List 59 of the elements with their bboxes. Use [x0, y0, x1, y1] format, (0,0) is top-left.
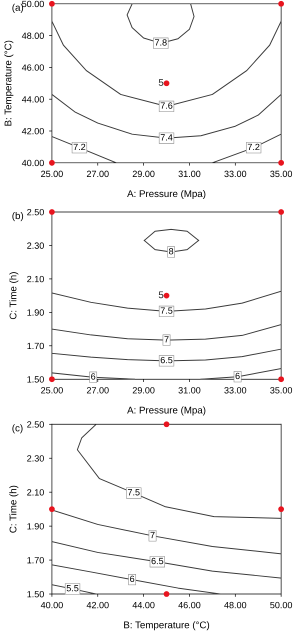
x-tick-label: 35.00: [270, 170, 292, 178]
y-tick-label: 2.30: [27, 455, 44, 462]
x-tick-label: 48.00: [224, 602, 246, 608]
y-tick-label: 1.50: [27, 376, 44, 383]
x-tick-label: 50.00: [270, 602, 292, 608]
y-tick-label: 46.00: [22, 64, 44, 71]
x-tick-label: 42.00: [86, 602, 109, 608]
series-label: 6: [91, 373, 96, 380]
series-label: 7.6: [160, 102, 172, 109]
x-tick-label: 44.00: [132, 602, 155, 608]
series-label: 6.5: [152, 558, 164, 564]
chart-title: (c): [12, 424, 23, 434]
x-tick-label: 31.00: [178, 387, 200, 394]
y-tick-label: 48.00: [22, 32, 44, 39]
x-tick-label: 27.00: [86, 170, 109, 178]
series-label: 5.5: [66, 585, 78, 592]
series-label: 7.5: [128, 489, 140, 496]
x-tick-label: 40.00: [40, 602, 63, 608]
y-tick-label: 1.70: [27, 557, 44, 564]
x-tick-label: 29.00: [132, 387, 155, 394]
series-label: 7.8: [154, 39, 167, 46]
y-axis-title: B: Temperature (°C): [4, 40, 14, 126]
y-axis-title: C: Time (h): [9, 486, 18, 533]
y-tick-label: 1.90: [27, 523, 44, 530]
x-tick-label: 29.00: [132, 170, 155, 178]
series-label: 7.2: [74, 144, 86, 150]
y-tick-label: 50.00: [22, 0, 44, 8]
series-label: 6.5: [160, 356, 172, 364]
series-label: 7.5: [160, 307, 172, 314]
series-label: 6: [130, 576, 134, 582]
y-tick-label: 2.50: [27, 421, 44, 428]
x-tick-label: 33.00: [224, 170, 246, 178]
x-tick-label: 35.00: [270, 387, 292, 394]
x-tick-label: 33.00: [224, 387, 246, 394]
y-tick-label: 2.30: [27, 242, 44, 249]
series-label: 7.4: [160, 134, 173, 140]
x-tick-label: 25.00: [41, 387, 63, 394]
series-label: 7.2: [248, 144, 260, 150]
annotation: 5: [158, 291, 164, 298]
x-tick-label: 25.00: [41, 170, 63, 178]
y-tick-label: 44.00: [22, 96, 44, 103]
annotation: 5: [158, 79, 164, 86]
chart-title: (b): [12, 212, 24, 222]
x-tick-label: 31.00: [178, 170, 200, 178]
y-tick-label: 40.00: [22, 160, 44, 166]
y-tick-label: 2.10: [27, 276, 44, 282]
y-tick-label: 1.90: [27, 309, 44, 316]
chart-title: (a): [12, 4, 24, 13]
y-tick-label: 2.10: [27, 489, 44, 496]
x-tick-label: 46.00: [178, 602, 200, 608]
y-tick-label: 1.50: [27, 590, 44, 598]
y-axis-title: C: Time (h): [9, 272, 18, 320]
y-tick-label: 42.00: [22, 128, 44, 134]
y-tick-label: 1.70: [27, 342, 44, 350]
x-tick-label: 27.00: [86, 387, 109, 394]
x-axis-title: A: Pressure (Mpa): [127, 406, 206, 416]
x-axis-title: B: Temperature (°C): [124, 621, 210, 630]
y-tick-label: 2.50: [27, 208, 44, 216]
x-axis-title: A: Pressure (Mpa): [127, 190, 206, 200]
